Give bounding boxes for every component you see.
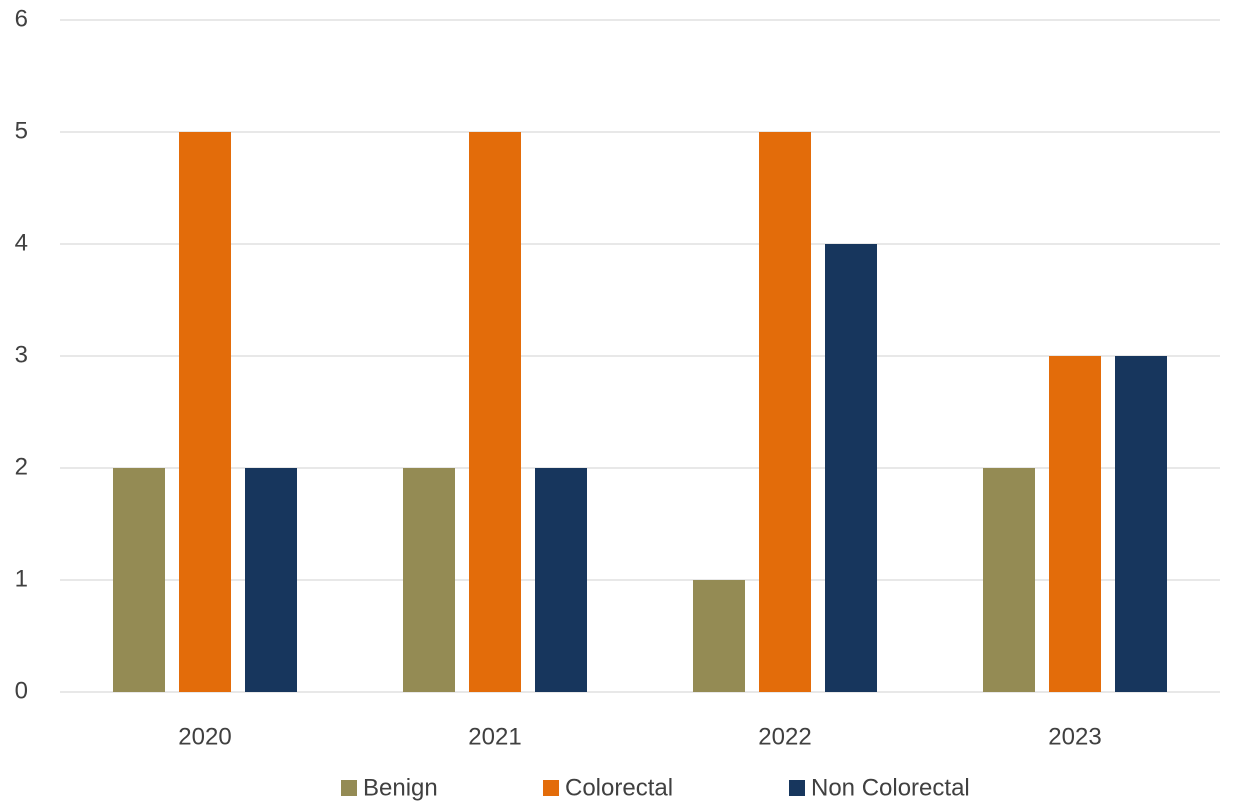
legend-swatch bbox=[341, 780, 357, 796]
bar-benign-2021 bbox=[403, 468, 455, 692]
bar-non-colorectal-2023 bbox=[1115, 356, 1167, 692]
bar-colorectal-2021 bbox=[469, 132, 521, 692]
bar-benign-2020 bbox=[113, 468, 165, 692]
y-tick-label: 1 bbox=[15, 565, 28, 592]
bar-non-colorectal-2020 bbox=[245, 468, 297, 692]
bar-non-colorectal-2021 bbox=[535, 468, 587, 692]
y-tick-label: 3 bbox=[15, 341, 28, 368]
bar-non-colorectal-2022 bbox=[825, 244, 877, 692]
legend-label: Colorectal bbox=[565, 774, 673, 801]
legend-item-colorectal: Colorectal bbox=[543, 774, 673, 801]
bar-colorectal-2023 bbox=[1049, 356, 1101, 692]
x-tick-label: 2020 bbox=[178, 723, 231, 750]
legend-label: Benign bbox=[363, 774, 438, 801]
y-tick-label: 5 bbox=[15, 117, 28, 144]
x-tick-label: 2021 bbox=[468, 723, 521, 750]
legend-item-benign: Benign bbox=[341, 774, 438, 801]
bars bbox=[113, 132, 1167, 692]
y-tick-label: 6 bbox=[15, 5, 28, 32]
legend: Benign Colorectal Non Colorectal bbox=[341, 774, 970, 801]
bar-benign-2023 bbox=[983, 468, 1035, 692]
legend-swatch bbox=[543, 780, 559, 796]
bar-colorectal-2020 bbox=[179, 132, 231, 692]
y-axis-ticks: 0 1 2 3 4 5 6 bbox=[15, 5, 28, 704]
legend-label: Non Colorectal bbox=[811, 774, 970, 801]
y-tick-label: 4 bbox=[15, 229, 28, 256]
bar-benign-2022 bbox=[693, 580, 745, 692]
legend-swatch bbox=[789, 780, 805, 796]
y-tick-label: 2 bbox=[15, 453, 28, 480]
y-tick-label: 0 bbox=[15, 677, 28, 704]
legend-item-non-colorectal: Non Colorectal bbox=[789, 774, 970, 801]
bar-colorectal-2022 bbox=[759, 132, 811, 692]
x-axis-ticks: 2020 2021 2022 2023 bbox=[178, 723, 1101, 750]
x-tick-label: 2022 bbox=[758, 723, 811, 750]
x-tick-label: 2023 bbox=[1048, 723, 1101, 750]
gridlines bbox=[60, 19, 1220, 693]
